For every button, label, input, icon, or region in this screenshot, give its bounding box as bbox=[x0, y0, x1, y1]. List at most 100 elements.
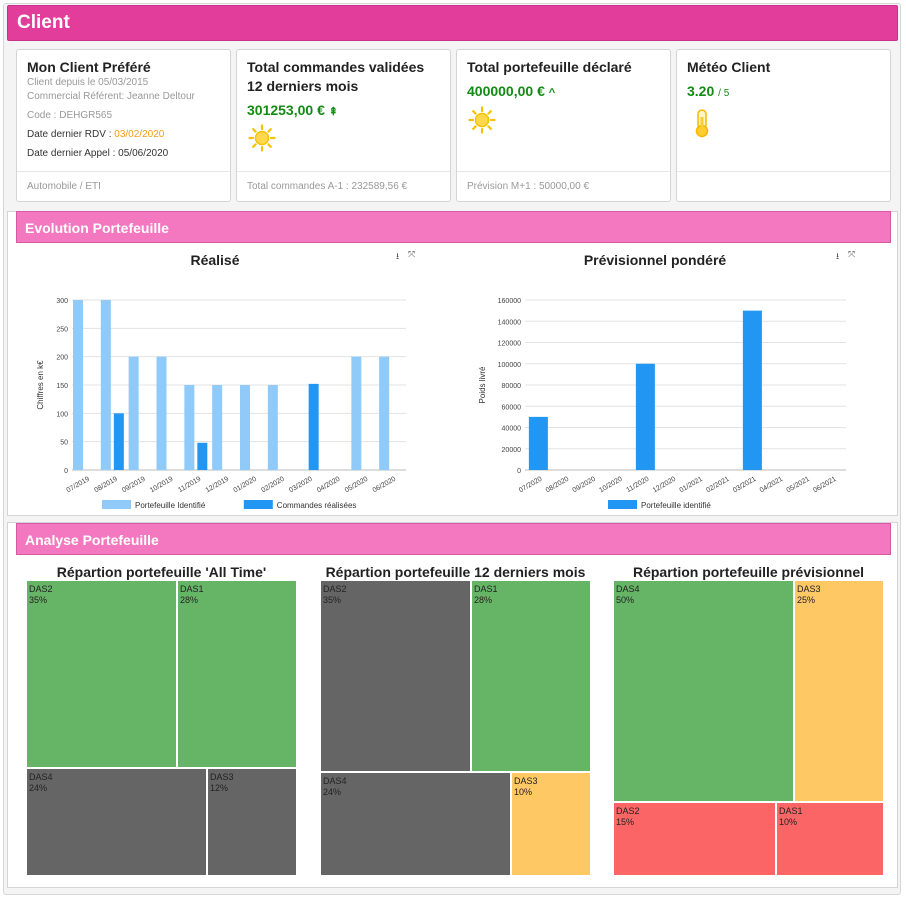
treemap-cell-label: DAS2 bbox=[616, 806, 640, 816]
x-tick-label: 10/2019 bbox=[149, 476, 175, 495]
chart-previsionnel: 0 20000 40000 60000 80000 100000 120000 140000 1… bbox=[478, 298, 846, 510]
treemap-cell-das2: DAS2 35% bbox=[320, 580, 471, 772]
y-axis-label: Chiffres en k€ bbox=[36, 360, 45, 410]
bar-series1 bbox=[212, 385, 223, 470]
double-up-icon: ⇞ bbox=[328, 106, 338, 118]
treemap-cell-das2: DAS2 35% bbox=[26, 580, 177, 768]
treemap-cell-das4: DAS4 50% bbox=[613, 580, 794, 802]
y-tick-label: 20000 bbox=[502, 447, 522, 454]
bar-series2 bbox=[197, 442, 208, 470]
treemap-cell-label: DAS2 bbox=[323, 584, 347, 594]
treemap-12-months: DAS2 35% DAS1 28% DAS4 24% DAS3 10% bbox=[320, 580, 591, 876]
x-tick-label: 03/2021 bbox=[732, 476, 758, 495]
treemap-cell-label: DAS1 bbox=[779, 806, 803, 816]
treemap-cell-percent: 10% bbox=[779, 817, 798, 827]
thermometer-icon bbox=[695, 109, 709, 138]
x-tick-label: 06/2021 bbox=[812, 476, 838, 495]
x-tick-label: 12/2019 bbox=[205, 476, 231, 495]
treemap-cell-percent: 28% bbox=[474, 595, 493, 605]
portfolio-footer: Prévision M+1 : 50000,00 € bbox=[457, 171, 670, 201]
y-tick-label: 100000 bbox=[498, 362, 521, 369]
treemap-cell-das4: DAS4 24% bbox=[26, 768, 207, 876]
y-tick-label: 0 bbox=[64, 468, 68, 475]
page-header: Client bbox=[7, 5, 898, 41]
bar-series1 bbox=[635, 363, 655, 470]
client-code: Code : DEHGR565 bbox=[27, 110, 113, 121]
chart-title-realise: Réalisé bbox=[190, 252, 240, 268]
bar-series1 bbox=[100, 300, 111, 470]
x-tick-label: 12/2020 bbox=[652, 476, 678, 495]
x-tick-label: 03/2020 bbox=[288, 476, 314, 495]
treemap-cell-das1: DAS1 10% bbox=[776, 802, 884, 876]
treemap-cell-das1: DAS1 28% bbox=[177, 580, 297, 768]
expand-icon[interactable]: ⤧ bbox=[848, 249, 856, 259]
treemap-cell-percent: 15% bbox=[616, 817, 635, 827]
y-tick-label: 100 bbox=[56, 411, 68, 418]
download-icon[interactable]: ⭳ bbox=[836, 251, 840, 261]
x-tick-label: 10/2020 bbox=[598, 476, 624, 495]
treemap-title-all-time: Répartion portefeuille 'All Time' bbox=[56, 564, 267, 580]
x-tick-label: 02/2020 bbox=[260, 476, 286, 495]
x-tick-label: 06/2020 bbox=[372, 476, 398, 495]
y-tick-label: 60000 bbox=[502, 404, 522, 411]
x-tick-label: 04/2020 bbox=[316, 476, 342, 495]
y-tick-label: 40000 bbox=[502, 426, 522, 433]
x-tick-label: 02/2021 bbox=[705, 476, 731, 495]
treemap-cell-percent: 28% bbox=[180, 595, 199, 605]
legend-label: Portefeuille identifié bbox=[641, 501, 711, 510]
y-tick-label: 150 bbox=[56, 383, 68, 390]
x-tick-label: 08/2019 bbox=[93, 476, 119, 495]
treemap-cell-percent: 12% bbox=[210, 783, 229, 793]
download-icon[interactable]: ⭳ bbox=[396, 251, 400, 261]
legend-swatch bbox=[608, 500, 637, 509]
portfolio-title: Total portefeuille déclaré bbox=[467, 59, 632, 75]
bar-series1 bbox=[73, 300, 83, 470]
treemap-cell-label: DAS1 bbox=[180, 584, 204, 594]
orders-title: Total commandes validées 12 derniers moi… bbox=[247, 59, 425, 94]
x-tick-label: 07/2019 bbox=[65, 476, 91, 495]
y-tick-label: 80000 bbox=[502, 383, 522, 390]
last-rdv-label: Date dernier RDV : bbox=[27, 129, 115, 140]
x-tick-label: 04/2021 bbox=[759, 476, 785, 495]
evolution-panel-title: Evolution Portefeuille bbox=[16, 211, 891, 243]
bar-series2 bbox=[113, 413, 124, 470]
bar-series1 bbox=[528, 416, 548, 470]
commercial-referent: Commercial Référent: Jeanne Deltour bbox=[27, 91, 195, 102]
legend-label: Portefeuille Identifié bbox=[135, 501, 206, 510]
last-call: Date dernier Appel : 05/06/2020 bbox=[27, 148, 169, 159]
y-tick-label: 0 bbox=[517, 468, 521, 475]
x-tick-label: 09/2020 bbox=[571, 476, 597, 495]
orders-amount: 301253,00 € bbox=[247, 102, 325, 118]
y-tick-label: 50 bbox=[60, 440, 68, 447]
weather-scale: / 5 bbox=[718, 88, 730, 99]
treemap-cell-label: DAS3 bbox=[210, 772, 234, 782]
y-tick-label: 120000 bbox=[498, 341, 521, 348]
treemap-cell-das1: DAS1 28% bbox=[471, 580, 591, 772]
bar-series2 bbox=[308, 383, 319, 470]
last-rdv: Date dernier RDV : 03/02/2020 bbox=[27, 129, 164, 140]
bar-series1 bbox=[267, 385, 278, 470]
x-tick-label: 05/2020 bbox=[344, 476, 370, 495]
treemap-cell-percent: 35% bbox=[323, 595, 342, 605]
x-tick-label: 08/2020 bbox=[545, 476, 571, 495]
treemap-cell-percent: 35% bbox=[29, 595, 48, 605]
sun-icon bbox=[248, 124, 276, 152]
bar-series1 bbox=[128, 356, 139, 470]
weather-footer bbox=[677, 171, 890, 201]
treemap-cell-das2: DAS2 15% bbox=[613, 802, 776, 876]
treemap-cell-percent: 24% bbox=[29, 783, 48, 793]
page-title: Client bbox=[17, 12, 70, 33]
y-axis-label: Poids livré bbox=[478, 366, 487, 403]
last-rdv-date: 03/02/2020 bbox=[114, 129, 165, 140]
expand-icon[interactable]: ⤧ bbox=[408, 249, 416, 259]
treemap-cell-label: DAS1 bbox=[474, 584, 498, 594]
legend-swatch bbox=[102, 500, 131, 509]
treemap-cell-das3: DAS3 10% bbox=[511, 772, 591, 876]
legend-swatch bbox=[243, 500, 273, 509]
x-tick-label: 01/2020 bbox=[232, 476, 258, 495]
treemap-cell-label: DAS3 bbox=[514, 776, 538, 786]
bar-series1 bbox=[379, 356, 390, 470]
treemap-previsionnel: DAS4 50% DAS3 25% DAS2 15% DAS1 10% bbox=[613, 580, 884, 876]
orders-value: 301253,00 € ⇞ bbox=[247, 102, 338, 118]
